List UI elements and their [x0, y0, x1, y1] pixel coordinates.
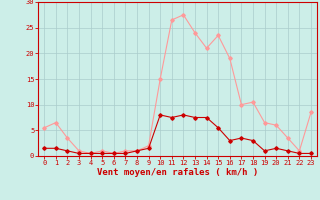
X-axis label: Vent moyen/en rafales ( km/h ): Vent moyen/en rafales ( km/h )	[97, 168, 258, 177]
